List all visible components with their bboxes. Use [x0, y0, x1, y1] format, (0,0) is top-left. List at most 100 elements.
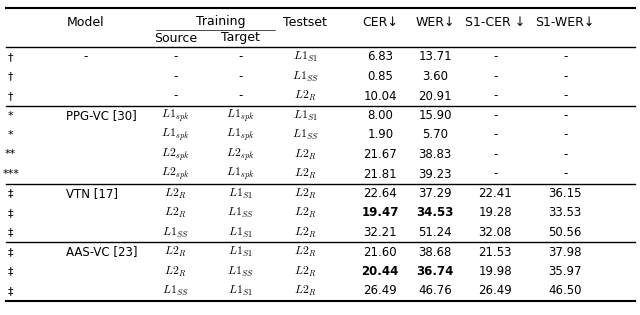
Text: -: - — [238, 70, 243, 83]
Text: 46.76: 46.76 — [419, 284, 452, 297]
Text: -: - — [238, 50, 243, 64]
Text: 36.74: 36.74 — [417, 265, 454, 278]
Text: 20.91: 20.91 — [419, 89, 452, 102]
Text: *: * — [8, 130, 13, 140]
Text: $L2_{R}$: $L2_{R}$ — [164, 206, 187, 220]
Text: 1.90: 1.90 — [367, 129, 394, 141]
Text: 35.97: 35.97 — [548, 265, 582, 278]
Text: -: - — [83, 50, 88, 64]
Text: $L1_{spk}$: $L1_{spk}$ — [226, 107, 255, 124]
Text: 38.68: 38.68 — [419, 245, 452, 259]
Text: $L1_{SS}$: $L1_{SS}$ — [162, 226, 189, 239]
Text: $L1_{spk}$: $L1_{spk}$ — [226, 127, 255, 143]
Text: ‡: ‡ — [8, 227, 13, 238]
Text: 0.85: 0.85 — [367, 70, 393, 83]
Text: 51.24: 51.24 — [419, 226, 452, 239]
Text: $L2_{R}$: $L2_{R}$ — [294, 186, 317, 201]
Text: 32.21: 32.21 — [364, 226, 397, 239]
Text: S1-WER↓: S1-WER↓ — [536, 15, 595, 28]
Text: $L2_{R}$: $L2_{R}$ — [294, 226, 317, 239]
Text: -: - — [563, 109, 567, 122]
Text: 21.67: 21.67 — [364, 148, 397, 161]
Text: $L2_{R}$: $L2_{R}$ — [294, 245, 317, 259]
Text: 21.81: 21.81 — [364, 168, 397, 180]
Text: Testset: Testset — [284, 15, 327, 28]
Text: -: - — [493, 70, 497, 83]
Text: $L1_{S1}$: $L1_{S1}$ — [228, 284, 253, 298]
Text: *: * — [8, 111, 13, 121]
Text: CER↓: CER↓ — [362, 15, 398, 28]
Text: 3.60: 3.60 — [422, 70, 448, 83]
Text: †: † — [8, 52, 13, 62]
Text: $L1_{spk}$: $L1_{spk}$ — [161, 107, 190, 124]
Text: 15.90: 15.90 — [419, 109, 452, 122]
Text: 36.15: 36.15 — [548, 187, 582, 200]
Text: $L1_{S1}$: $L1_{S1}$ — [293, 108, 318, 123]
Text: $L1_{spk}$: $L1_{spk}$ — [161, 127, 190, 143]
Text: 21.53: 21.53 — [479, 245, 512, 259]
Text: -: - — [563, 70, 567, 83]
Text: 39.23: 39.23 — [419, 168, 452, 180]
Text: -: - — [173, 50, 178, 64]
Text: 8.00: 8.00 — [367, 109, 393, 122]
Text: -: - — [563, 50, 567, 64]
Text: $L1_{S1}$: $L1_{S1}$ — [293, 50, 318, 64]
Text: 32.08: 32.08 — [479, 226, 512, 239]
Text: $L2_{R}$: $L2_{R}$ — [294, 167, 317, 181]
Text: $L1_{S1}$: $L1_{S1}$ — [228, 245, 253, 259]
Text: 10.04: 10.04 — [364, 89, 397, 102]
Text: $L2_{R}$: $L2_{R}$ — [164, 245, 187, 259]
Text: $L1_{SS}$: $L1_{SS}$ — [162, 284, 189, 298]
Text: Source: Source — [154, 32, 197, 44]
Text: ‡: ‡ — [8, 208, 13, 218]
Text: ‡: ‡ — [8, 188, 13, 198]
Text: 22.64: 22.64 — [364, 187, 397, 200]
Text: $L1_{S1}$: $L1_{S1}$ — [228, 186, 253, 201]
Text: -: - — [563, 168, 567, 180]
Text: 37.29: 37.29 — [419, 187, 452, 200]
Text: -: - — [563, 129, 567, 141]
Text: ‡: ‡ — [8, 266, 13, 277]
Text: 26.49: 26.49 — [478, 284, 512, 297]
Text: 19.28: 19.28 — [478, 207, 512, 220]
Text: $L2_{R}$: $L2_{R}$ — [294, 284, 317, 298]
Text: 21.60: 21.60 — [364, 245, 397, 259]
Text: 13.71: 13.71 — [419, 50, 452, 64]
Text: Model: Model — [67, 15, 104, 28]
Text: $L2_{R}$: $L2_{R}$ — [164, 265, 187, 278]
Text: $L2_{spk}$: $L2_{spk}$ — [161, 146, 190, 163]
Text: 50.56: 50.56 — [548, 226, 582, 239]
Text: WER↓: WER↓ — [415, 15, 455, 28]
Text: ‡: ‡ — [8, 286, 13, 296]
Text: †: † — [8, 72, 13, 82]
Text: $L1_{spk}$: $L1_{spk}$ — [226, 166, 255, 182]
Text: 19.98: 19.98 — [478, 265, 512, 278]
Text: $L1_{SS}$: $L1_{SS}$ — [292, 70, 319, 83]
Text: 34.53: 34.53 — [417, 207, 454, 220]
Text: 5.70: 5.70 — [422, 129, 448, 141]
Text: -: - — [493, 89, 497, 102]
Text: PPG-VC [30]: PPG-VC [30] — [66, 109, 136, 122]
Text: †: † — [8, 91, 13, 101]
Text: $L1_{SS}$: $L1_{SS}$ — [227, 265, 254, 278]
Text: 20.44: 20.44 — [362, 265, 399, 278]
Text: ***: *** — [2, 169, 19, 179]
Text: 22.41: 22.41 — [478, 187, 512, 200]
Text: $L2_{R}$: $L2_{R}$ — [294, 206, 317, 220]
Text: $L2_{spk}$: $L2_{spk}$ — [226, 146, 255, 163]
Text: AAS-VC [23]: AAS-VC [23] — [66, 245, 137, 259]
Text: -: - — [563, 148, 567, 161]
Text: S1-CER ↓: S1-CER ↓ — [465, 15, 525, 28]
Text: $L2_{R}$: $L2_{R}$ — [294, 147, 317, 162]
Text: Training: Training — [196, 15, 245, 28]
Text: -: - — [493, 129, 497, 141]
Text: **: ** — [5, 150, 16, 159]
Text: 38.83: 38.83 — [419, 148, 452, 161]
Text: $L2_{R}$: $L2_{R}$ — [164, 186, 187, 201]
Text: $L2_{R}$: $L2_{R}$ — [294, 265, 317, 278]
Text: 37.98: 37.98 — [548, 245, 582, 259]
Text: -: - — [493, 50, 497, 64]
Text: $L1_{S1}$: $L1_{S1}$ — [228, 226, 253, 239]
Text: -: - — [493, 148, 497, 161]
Text: 33.53: 33.53 — [548, 207, 582, 220]
